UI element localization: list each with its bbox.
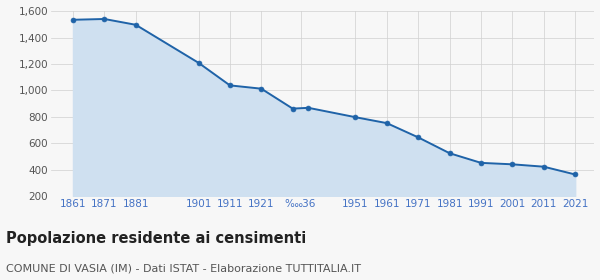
Text: COMUNE DI VASIA (IM) - Dati ISTAT - Elaborazione TUTTITALIA.IT: COMUNE DI VASIA (IM) - Dati ISTAT - Elab…	[6, 263, 361, 273]
Text: Popolazione residente ai censimenti: Popolazione residente ai censimenti	[6, 231, 306, 246]
